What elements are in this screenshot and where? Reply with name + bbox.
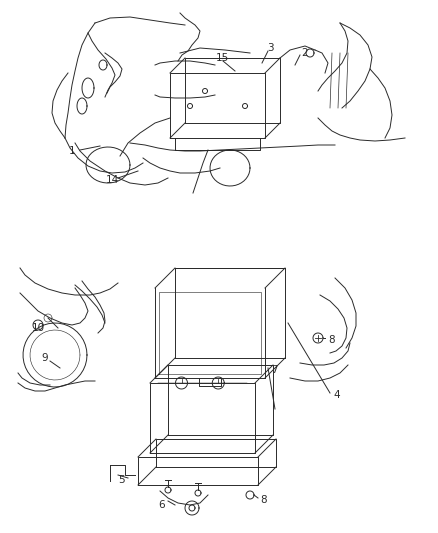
Text: 8: 8	[328, 335, 335, 345]
Text: 4: 4	[333, 390, 339, 400]
Text: 2: 2	[302, 48, 308, 58]
Text: 1: 1	[69, 146, 75, 156]
Text: 8: 8	[260, 495, 267, 505]
Text: 7: 7	[271, 365, 278, 375]
Text: 6: 6	[159, 500, 165, 510]
Text: 9: 9	[42, 353, 48, 363]
Text: 14: 14	[106, 175, 119, 185]
Text: 10: 10	[32, 323, 45, 333]
Text: 15: 15	[215, 53, 229, 63]
Text: 5: 5	[118, 475, 125, 485]
Text: 3: 3	[267, 43, 273, 53]
